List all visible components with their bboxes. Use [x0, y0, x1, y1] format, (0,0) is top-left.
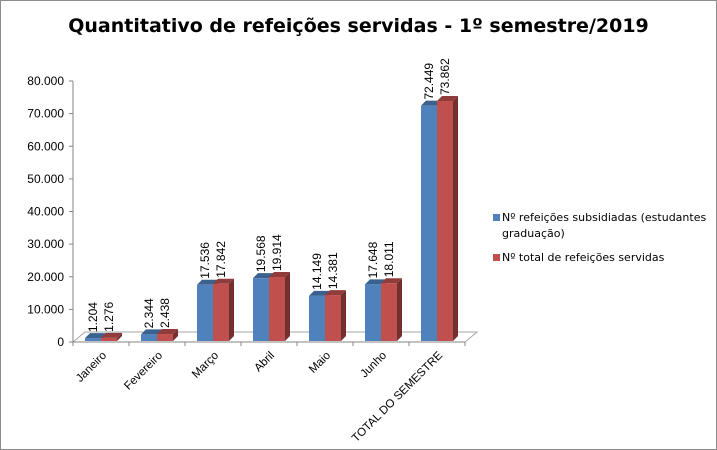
bar-top [141, 329, 162, 335]
data-label: 2.438 [158, 298, 172, 328]
bar-subsidiadas [197, 284, 213, 341]
bar-top [325, 290, 346, 296]
bar-side [397, 278, 402, 341]
data-label: 17.536 [198, 242, 212, 279]
x-tick-label: Maio [307, 350, 333, 376]
bar-top [365, 279, 386, 285]
data-label: 18.011 [382, 241, 396, 277]
bar-top [421, 100, 442, 106]
bar-top [309, 290, 330, 296]
y-tick-label: 10.000 [27, 302, 64, 316]
bar-subsidiadas [85, 338, 101, 341]
data-label: 1.204 [86, 302, 100, 332]
data-label: 17.648 [366, 241, 380, 278]
bar-side [285, 272, 290, 341]
x-tick-label: Fevereiro [122, 350, 165, 393]
bar-top [101, 332, 122, 338]
legend-item-subsidiadas: Nº refeições subsidiadas (estudantes gra… [493, 210, 716, 242]
data-label: 1.276 [102, 301, 116, 331]
legend-swatch-blue [493, 214, 500, 221]
data-label: 19.914 [270, 234, 284, 271]
data-label: 14.381 [326, 252, 340, 289]
bar-total [269, 277, 285, 341]
x-tick-label: Março [190, 350, 221, 381]
x-tick-label: Abril [252, 350, 277, 375]
data-label: 72.449 [422, 63, 436, 100]
x-tick-label: TOTAL DO SEMESTRE [350, 349, 445, 444]
data-label: 14.149 [310, 253, 324, 290]
bar-side [173, 329, 178, 341]
y-tick-label: 60.000 [27, 139, 64, 153]
data-label: 2.344 [142, 298, 156, 328]
legend-label: Nº refeições subsidiadas (estudantes gra… [502, 211, 707, 240]
x-tick-label: Janeiro [74, 350, 109, 385]
bar-top [157, 329, 178, 335]
bar-side [341, 290, 346, 341]
bar-top [269, 272, 290, 278]
y-tick-label: 30.000 [27, 237, 64, 251]
bar-subsidiadas [365, 284, 381, 341]
bar-top [85, 333, 106, 339]
data-label: 17.842 [214, 241, 228, 278]
bar-top [381, 278, 402, 284]
x-tick-label: Junho [358, 350, 389, 381]
legend-label: Nº total de refeições servidas [502, 251, 665, 264]
bar-total [157, 334, 173, 341]
chart-title: Quantitativo de refeições servidas - 1º … [68, 15, 649, 37]
bar-total [325, 295, 341, 341]
legend-swatch-red [493, 254, 500, 261]
bar-total [437, 101, 453, 341]
legend-item-total: Nº total de refeições servidas [493, 250, 716, 266]
y-tick-label: 40.000 [27, 205, 64, 219]
bar-side [229, 278, 234, 341]
bar-side [117, 332, 122, 341]
bar-total [213, 283, 229, 341]
y-tick-label: 0 [57, 335, 64, 349]
y-tick-label: 80.000 [27, 74, 64, 88]
bar-top [197, 279, 218, 285]
y-tick-label: 70.000 [27, 107, 64, 121]
data-label: 73.862 [438, 58, 452, 95]
data-label: 19.568 [254, 235, 268, 272]
bar-top [253, 273, 274, 279]
y-tick-label: 20.000 [27, 270, 64, 284]
bar-side [453, 96, 458, 341]
bar-subsidiadas [421, 105, 437, 342]
bar-total [381, 283, 397, 341]
y-tick-label: 50.000 [27, 172, 64, 186]
bar-top [213, 278, 234, 284]
bar-top [437, 96, 458, 102]
bar-total [101, 337, 117, 341]
bar-subsidiadas [309, 295, 325, 341]
bar-subsidiadas [253, 278, 269, 341]
bar-subsidiadas [141, 334, 157, 341]
